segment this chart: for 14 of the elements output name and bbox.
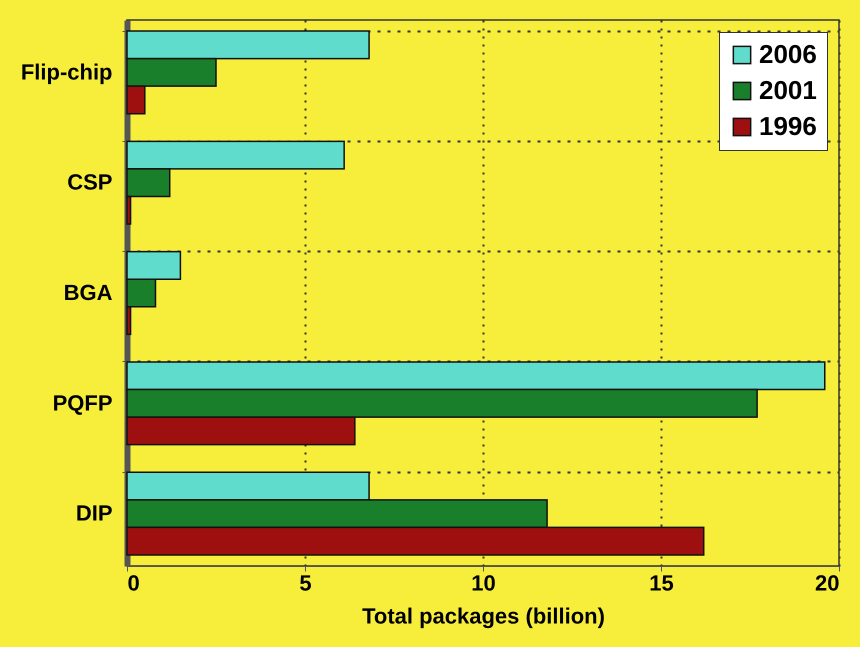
legend-label: 1996: [759, 111, 817, 141]
x-tick-label: 5: [299, 570, 312, 596]
legend-label: 2006: [759, 39, 817, 69]
y-tick-label: BGA: [64, 280, 113, 305]
y-tick-label: DIP: [76, 500, 112, 526]
x-tick-label: 10: [471, 570, 496, 596]
x-tick-label: 15: [649, 570, 674, 596]
legend-label: 2001: [759, 75, 817, 105]
x-axis-title: Total packages (billion): [362, 604, 605, 628]
x-tick-label: 0: [128, 570, 140, 596]
y-tick-label: Flip-chip: [20, 59, 112, 84]
y-tick-label: PQFP: [52, 390, 112, 416]
y-tick-label: CSP: [67, 170, 112, 195]
x-tick-label: 20: [815, 570, 840, 596]
